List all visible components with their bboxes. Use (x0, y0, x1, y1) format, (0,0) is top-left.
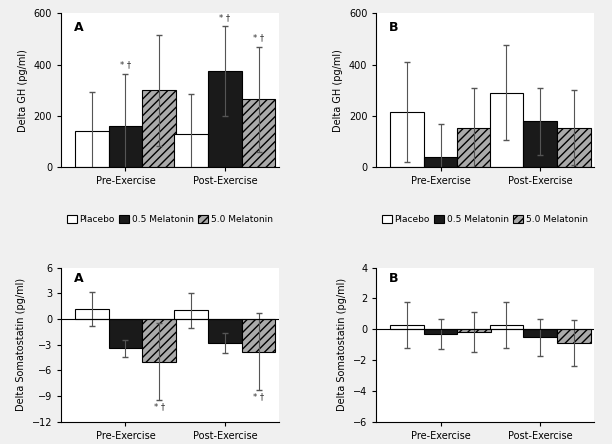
Bar (174, 134, 208, 167)
Bar (490, 93, 523, 167)
Bar (457, 329, 491, 333)
Text: A: A (74, 21, 84, 34)
Text: * †: * † (253, 392, 264, 401)
Bar (457, 127, 491, 167)
Bar (523, 329, 557, 337)
Bar (208, 319, 242, 343)
Bar (208, 71, 242, 167)
Bar (75, 131, 109, 167)
Bar (109, 127, 143, 167)
Y-axis label: Delta Somatostatin (pg/ml): Delta Somatostatin (pg/ml) (16, 278, 26, 411)
Bar (424, 157, 457, 167)
Text: * †: * † (253, 34, 264, 43)
Bar (143, 91, 176, 167)
Text: B: B (389, 21, 399, 34)
Legend: Placebo, 0.5 Melatonin, 5.0 Melatonin: Placebo, 0.5 Melatonin, 5.0 Melatonin (378, 211, 592, 228)
Bar (75, 309, 109, 319)
Bar (490, 325, 523, 329)
Text: * †: * † (120, 60, 131, 70)
Legend: Placebo, 0.5 Melatonin, 5.0 Melatonin: Placebo, 0.5 Melatonin, 5.0 Melatonin (63, 211, 277, 228)
Bar (174, 310, 208, 319)
Bar (557, 127, 591, 167)
Bar (557, 329, 591, 343)
Bar (390, 112, 424, 167)
Y-axis label: Delta Somatostatin (pg/ml): Delta Somatostatin (pg/ml) (337, 278, 348, 411)
Text: * †: * † (154, 403, 165, 412)
Text: * †: * † (219, 13, 231, 22)
Bar (523, 121, 557, 167)
Bar (424, 329, 457, 334)
Bar (143, 319, 176, 362)
Bar (242, 99, 275, 167)
Y-axis label: Delta GH (pg/ml): Delta GH (pg/ml) (18, 49, 28, 132)
Bar (242, 319, 275, 352)
Text: A: A (74, 272, 84, 285)
Text: B: B (389, 272, 399, 285)
Bar (390, 325, 424, 329)
Bar (109, 319, 143, 348)
Y-axis label: Delta GH (pg/ml): Delta GH (pg/ml) (334, 49, 343, 132)
